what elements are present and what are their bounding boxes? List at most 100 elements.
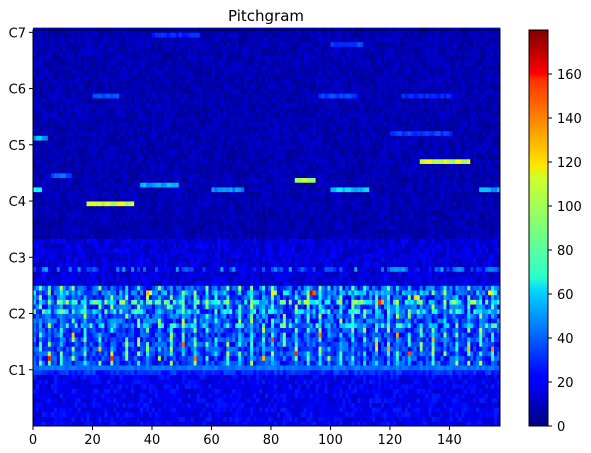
heatmap-cell (366, 322, 370, 328)
heatmap-cell (211, 411, 215, 418)
heatmap-cell (122, 276, 126, 282)
heatmap-cell (386, 416, 391, 422)
heatmap-cell (38, 290, 43, 296)
heatmap-cell (232, 383, 236, 389)
heatmap-cell (464, 322, 468, 328)
heatmap-cell (116, 383, 120, 389)
heatmap-cell (101, 360, 105, 366)
heatmap-cell (202, 341, 206, 347)
heatmap-cell (318, 369, 322, 375)
heatmap-cell (101, 379, 105, 385)
heatmap-cell (220, 285, 224, 291)
heatmap-cell (449, 421, 453, 427)
heatmap-cell (44, 407, 49, 413)
heatmap-cell (146, 365, 150, 371)
heatmap-cell (360, 327, 364, 333)
heatmap-cell (140, 407, 144, 413)
heatmap-cell (184, 313, 189, 319)
heatmap-cell (59, 290, 64, 296)
heatmap-cell (62, 393, 67, 399)
heatmap-cell (389, 365, 394, 371)
heatmap-cell (220, 294, 224, 300)
heatmap-cell (160, 346, 165, 352)
heatmap-cell (74, 360, 79, 366)
heatmap-cell (398, 299, 403, 305)
heatmap-cell (211, 308, 215, 314)
heatmap-cell (345, 365, 349, 371)
heatmap-cell (381, 397, 385, 403)
heatmap-cell (154, 383, 159, 389)
heatmap-cell (306, 318, 311, 324)
heatmap-cell (190, 407, 195, 413)
heatmap-cell (166, 294, 171, 300)
heatmap-cell (309, 346, 313, 352)
heatmap-cell (464, 313, 468, 319)
heatmap-cell (282, 322, 287, 328)
heatmap-cell (140, 383, 144, 389)
heatmap-cell (44, 360, 49, 366)
heatmap-cell (294, 402, 299, 408)
heatmap-cell (232, 379, 236, 385)
heatmap-cell (86, 313, 90, 319)
heatmap-cell (440, 383, 444, 389)
heatmap-cell (297, 421, 302, 427)
heatmap-cell (98, 383, 102, 389)
heatmap-cell (128, 365, 132, 371)
heatmap-cell (50, 304, 55, 310)
heatmap-cell (440, 411, 444, 418)
heatmap-cell (262, 299, 266, 305)
heatmap-cell (300, 313, 305, 319)
heatmap-cell (217, 355, 221, 361)
heatmap-cell (65, 299, 70, 305)
heatmap-cell (211, 365, 215, 371)
heatmap-cell (101, 308, 105, 314)
heatmap-cell (116, 346, 120, 352)
heatmap-cell (312, 411, 316, 418)
heatmap-cell (178, 374, 183, 380)
heatmap-cell (428, 336, 432, 343)
heatmap-cell (407, 397, 412, 403)
heatmap-cell (211, 374, 215, 380)
heatmap-cell (169, 355, 174, 361)
heatmap-cell (485, 304, 489, 310)
heatmap-cell (348, 336, 352, 343)
heatmap-cell (107, 336, 111, 343)
heatmap-cell (77, 351, 81, 357)
heatmap-cell (476, 383, 480, 389)
heatmap-cell (208, 299, 212, 305)
heatmap-cell (253, 351, 257, 357)
heatmap-cell (273, 341, 278, 347)
heatmap-cell (351, 360, 355, 366)
heatmap-cell (410, 379, 415, 385)
heatmap-cell (431, 318, 435, 324)
heatmap-cell (413, 402, 418, 408)
heatmap-cell (134, 308, 138, 314)
heatmap-cell (151, 355, 156, 361)
heatmap-cell (398, 327, 403, 333)
heatmap-cell (464, 402, 468, 408)
heatmap-cell (241, 308, 245, 314)
heatmap-cell (33, 416, 37, 422)
heatmap-cell (86, 276, 90, 282)
heatmap-cell (458, 290, 462, 296)
heatmap-cell (199, 332, 203, 338)
heatmap-cell (303, 332, 308, 338)
heatmap-cell (214, 313, 218, 319)
heatmap-cell (389, 322, 394, 328)
heatmap-cell (33, 276, 37, 282)
heatmap-cell (494, 318, 498, 324)
heatmap-cell (437, 351, 441, 357)
heatmap-cell (288, 365, 293, 371)
heatmap-cell (154, 365, 159, 371)
heatmap-cell (324, 346, 328, 352)
heatmap-cell (140, 365, 144, 371)
heatmap-cell (41, 388, 46, 394)
heatmap-cell (116, 318, 120, 324)
heatmap-cell (470, 318, 474, 324)
heatmap-cell (101, 299, 105, 305)
heatmap-cell (267, 393, 272, 399)
heatmap-cell (143, 336, 147, 343)
heatmap-cell (428, 290, 432, 296)
heatmap-cell (122, 421, 126, 427)
heatmap-cell (35, 341, 40, 347)
